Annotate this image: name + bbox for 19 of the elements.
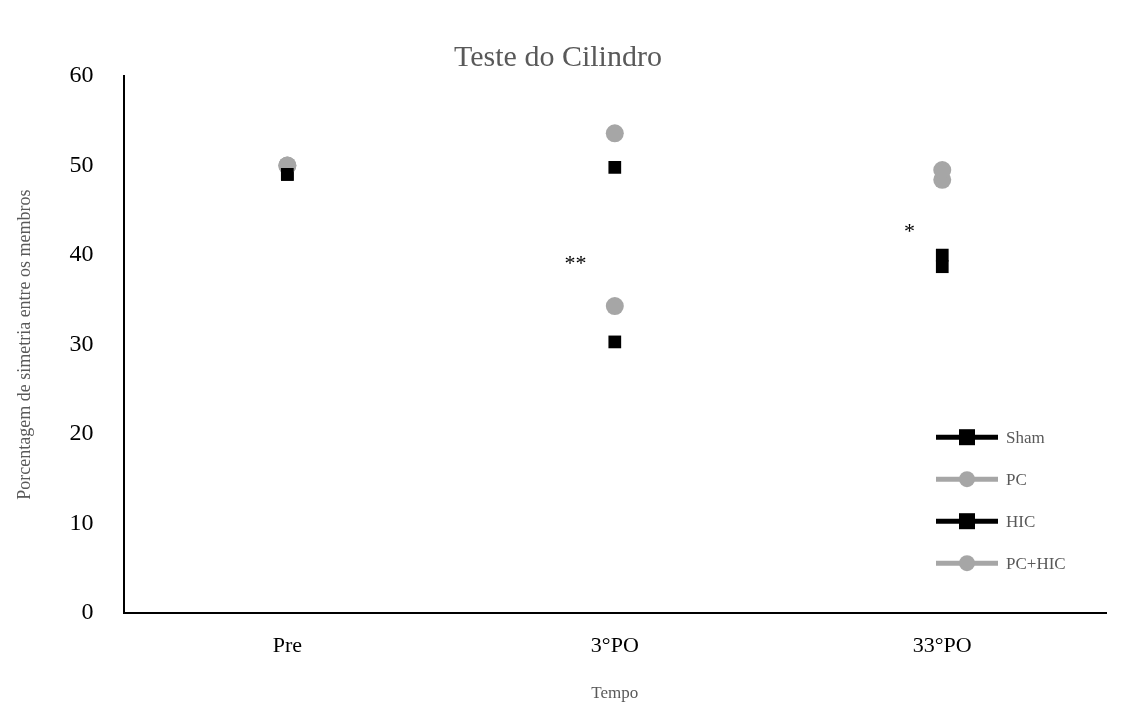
y-tick-label: 50 xyxy=(69,150,94,177)
legend-label: PC xyxy=(1006,469,1027,489)
x-tick-label: Pre xyxy=(272,632,302,658)
y-axis-title: Porcentagem de simetria entre os membros xyxy=(13,189,34,500)
x-tick-label: 33°PO xyxy=(912,632,972,658)
y-tick-label: 30 xyxy=(69,329,94,356)
y-tick-label: 10 xyxy=(69,508,94,535)
x-tick-label: 3°PO xyxy=(590,632,639,658)
annotation: * xyxy=(904,217,916,243)
y-tick-label: 40 xyxy=(69,240,94,267)
y-tick-label: 0 xyxy=(81,598,94,625)
y-tick-label: 20 xyxy=(69,419,94,446)
y-tick-label: 60 xyxy=(69,61,94,88)
legend-label: PC+HIC xyxy=(1006,553,1066,573)
legend-label: Sham xyxy=(1006,427,1045,447)
legend-label: HIC xyxy=(1006,511,1036,531)
annotation: ** xyxy=(564,249,587,275)
x-axis-title: Tempo xyxy=(591,683,639,703)
chart-title: Teste do Cilindro xyxy=(454,38,662,72)
